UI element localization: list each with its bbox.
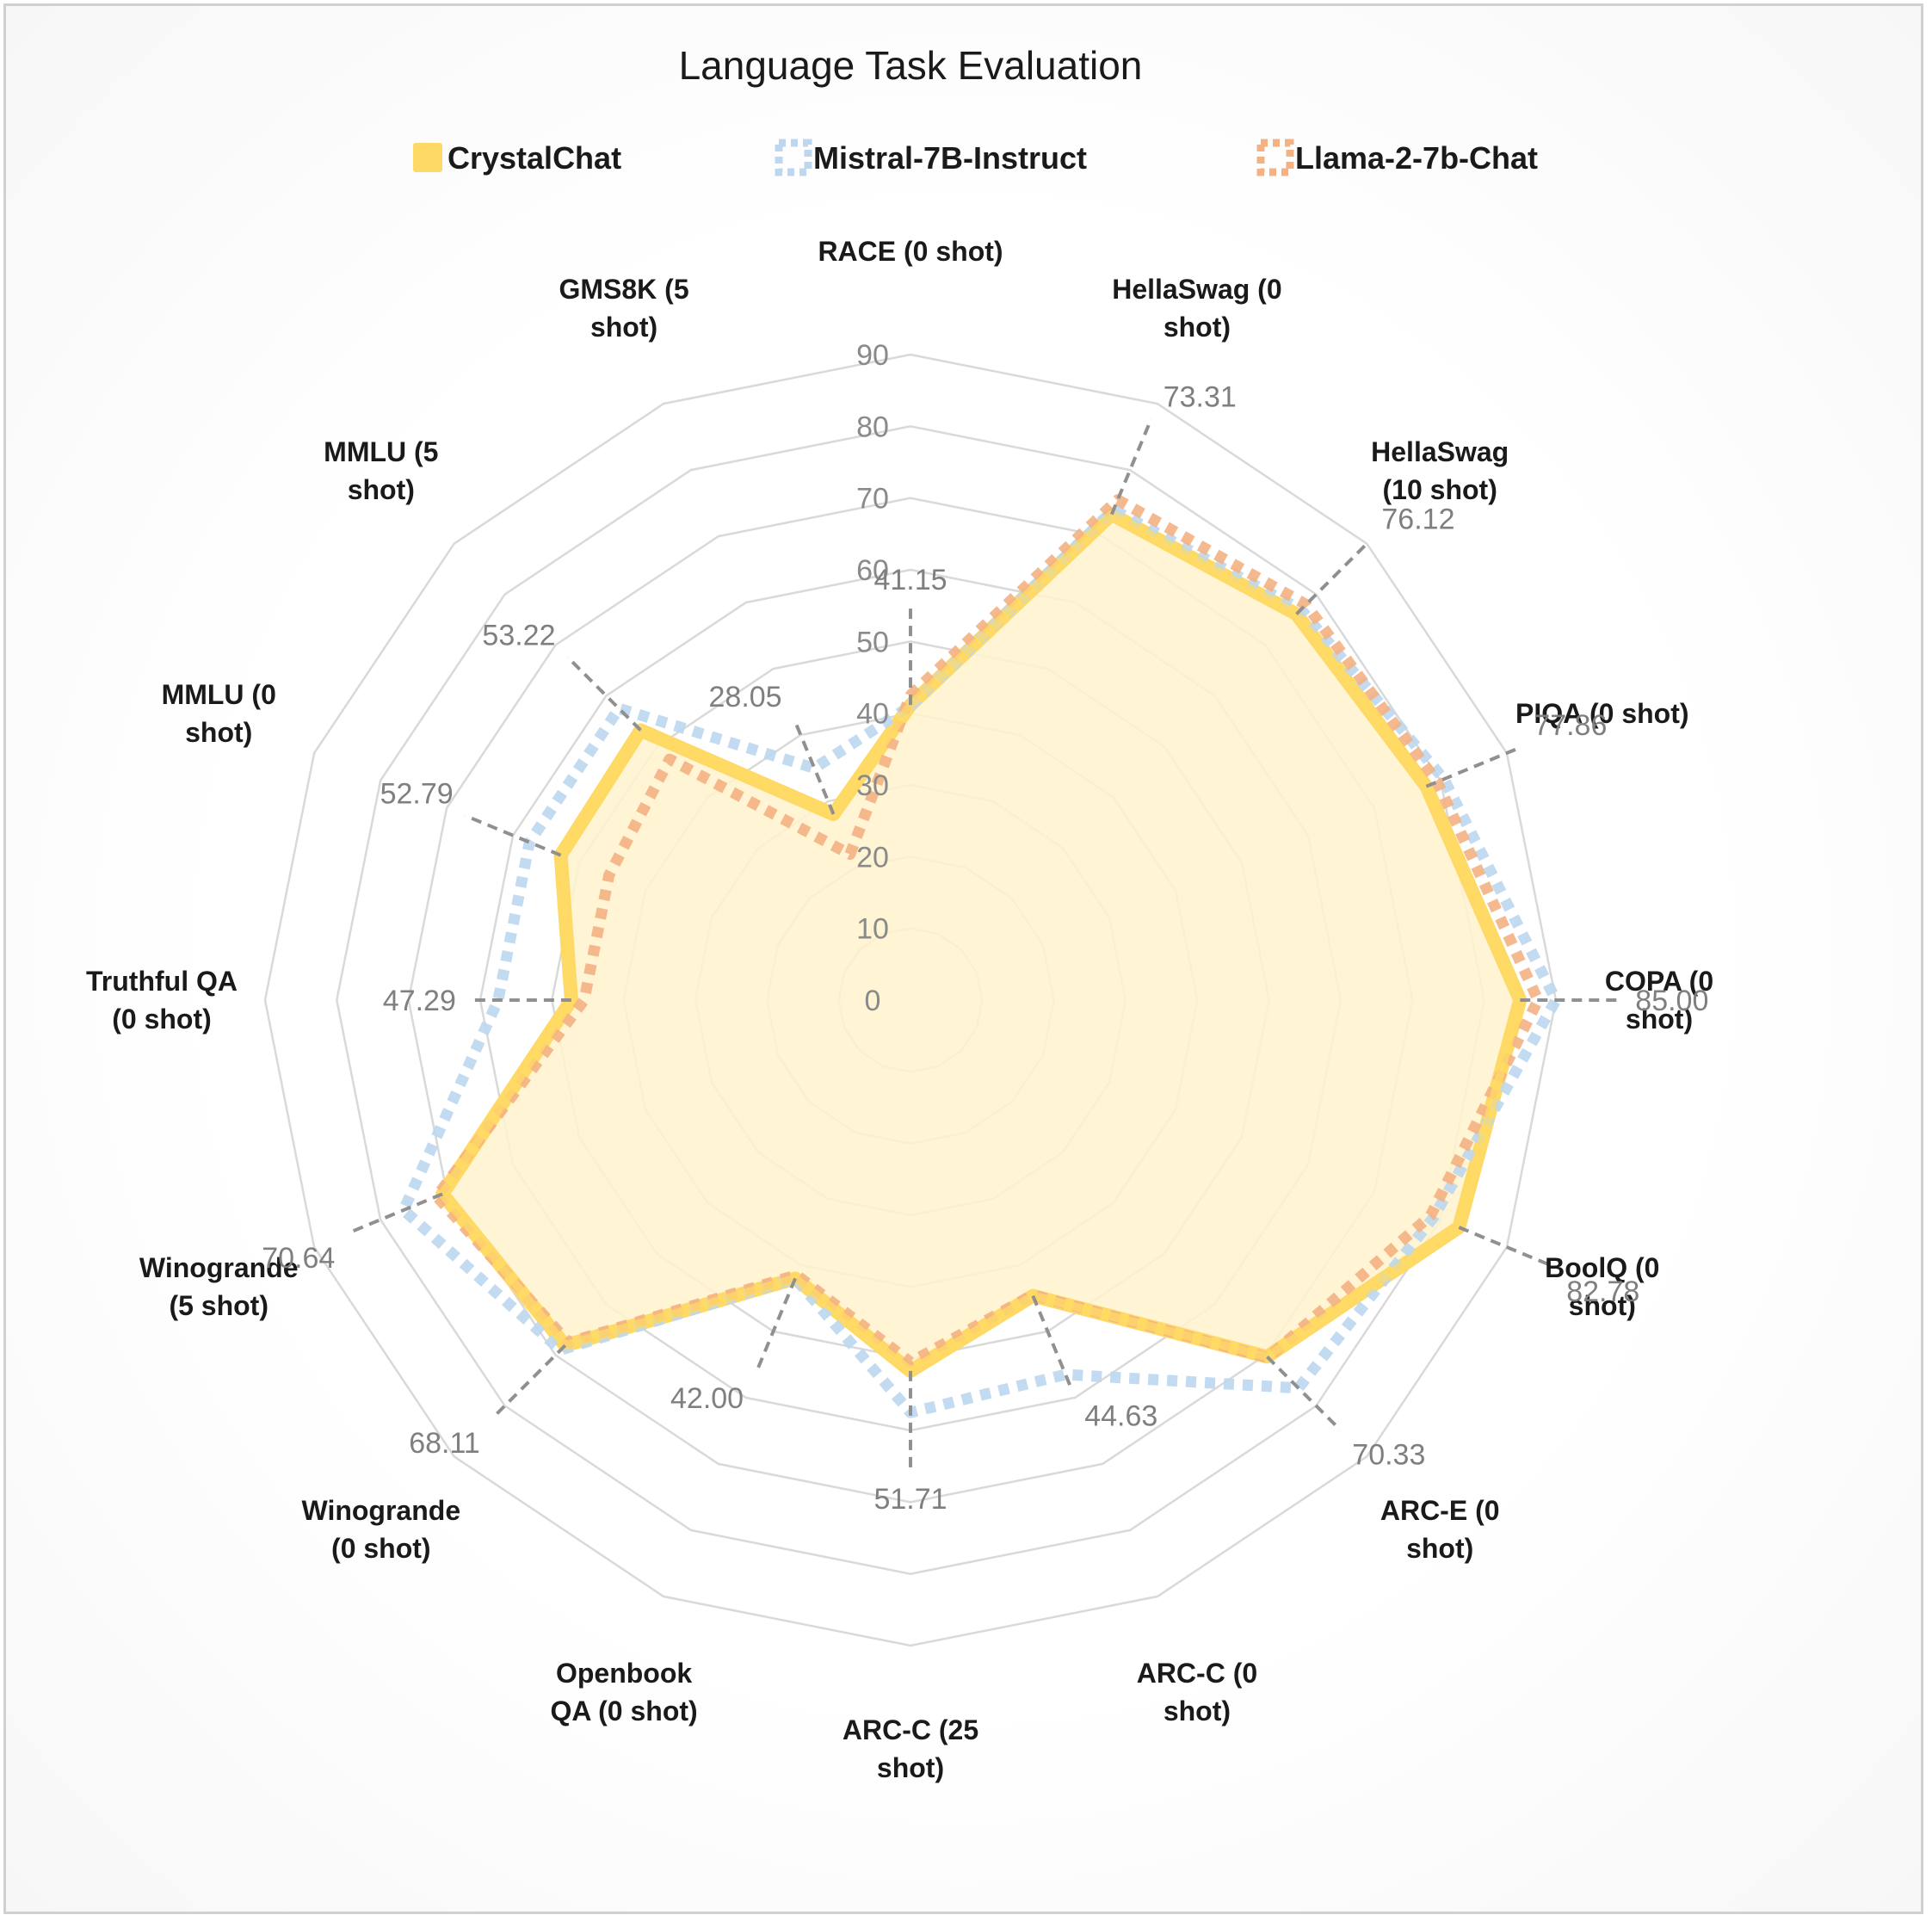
category-label: Winogrande (0 shot) — [302, 1495, 461, 1564]
data-label: 41.15 — [873, 564, 947, 596]
category-label: MMLU (0 shot) — [162, 679, 276, 748]
category-label: ARC-C (25 shot) — [843, 1714, 978, 1783]
category-label: Openbook QA (0 shot) — [550, 1658, 697, 1726]
text-layer: Language Task Evaluation 0 10 20 30 40 50 60 70… — [86, 43, 1713, 1783]
legend-label: CrystalChat — [448, 140, 621, 176]
series-layer — [398, 494, 1562, 1418]
data-label: 47.29 — [383, 985, 456, 1017]
data-label: 73.31 — [1164, 381, 1237, 414]
chart-title: Language Task Evaluation — [679, 43, 1143, 88]
radial-tick-label: 80 — [856, 411, 889, 443]
data-label: 28.05 — [709, 681, 782, 713]
data-label-leader — [1295, 540, 1371, 615]
category-label: ARC-E (0 shot) — [1380, 1495, 1500, 1564]
category-label: PIQA (0 shot) — [1515, 698, 1688, 729]
data-label-leader — [464, 813, 562, 857]
data-label-leader — [1458, 1226, 1555, 1269]
data-label-leader — [1425, 744, 1523, 788]
legend-label: Llama-2-7b-Chat — [1295, 140, 1538, 176]
series-line-llama-2-7b-chat — [431, 494, 1544, 1368]
radial-tick-label: 40 — [856, 698, 889, 731]
data-label-leader — [1109, 417, 1153, 516]
data-label: 70.33 — [1352, 1438, 1425, 1471]
data-label: 42.00 — [670, 1382, 744, 1415]
data-label-leader — [491, 1343, 567, 1420]
data-label: 82.78 — [1566, 1276, 1639, 1308]
category-label: ARC-C (0 shot) — [1137, 1658, 1257, 1726]
radial-tick-label: 50 — [856, 626, 889, 658]
data-label-leader — [1031, 1294, 1075, 1393]
data-label: 51.71 — [873, 1483, 947, 1516]
radial-tick-label: 10 — [856, 913, 889, 946]
category-label: MMLU (5 shot) — [324, 436, 438, 505]
legend-label: Mistral-7B-Instruct — [813, 140, 1087, 176]
category-label: HellaSwag (10 shot) — [1371, 436, 1509, 505]
data-label-leader — [566, 656, 642, 732]
grid-ring-80 — [336, 425, 1485, 1575]
data-label: 76.12 — [1381, 503, 1454, 536]
category-label: Winogrande (5 shot) — [139, 1252, 299, 1321]
radial-tick-label: 0 — [865, 985, 881, 1017]
legend-swatch-llama-2-7b-chat — [1256, 139, 1294, 176]
data-label: 53.22 — [482, 620, 555, 652]
data-label: 44.63 — [1084, 1400, 1157, 1433]
radial-tick-label: 60 — [856, 554, 889, 587]
legend-swatch-crystalchat — [413, 143, 442, 172]
category-label: COPA (0 shot) — [1605, 966, 1713, 1035]
grid-ring-90 — [263, 353, 1558, 1647]
category-label: GMS8K (5 shot) — [559, 274, 688, 343]
category-label: Truthful QA (0 shot) — [86, 966, 238, 1035]
data-label: 52.79 — [380, 778, 454, 811]
data-label: 85.00 — [1635, 985, 1708, 1017]
category-label: HellaSwag (0 shot) — [1112, 274, 1281, 343]
radial-tick-label: 20 — [856, 841, 889, 874]
legend-swatch-mistral-7b-instruct — [775, 139, 812, 176]
legend: CrystalChat Mistral-7B-Instruct Llama-2-7b… — [413, 139, 1538, 176]
radial-tick-label: 70 — [856, 483, 889, 516]
data-label: 68.11 — [409, 1427, 480, 1460]
category-label: BoolQ (0 shot) — [1545, 1252, 1659, 1321]
data-label-leader — [1265, 1355, 1342, 1431]
radial-tick-label: 90 — [856, 339, 889, 372]
category-label: RACE (0 shot) — [818, 236, 1003, 267]
data-label: 77.86 — [1534, 709, 1607, 742]
radial-tick-label: 30 — [856, 769, 889, 802]
leader-lines — [346, 417, 1624, 1474]
data-label: 70.64 — [262, 1242, 335, 1275]
